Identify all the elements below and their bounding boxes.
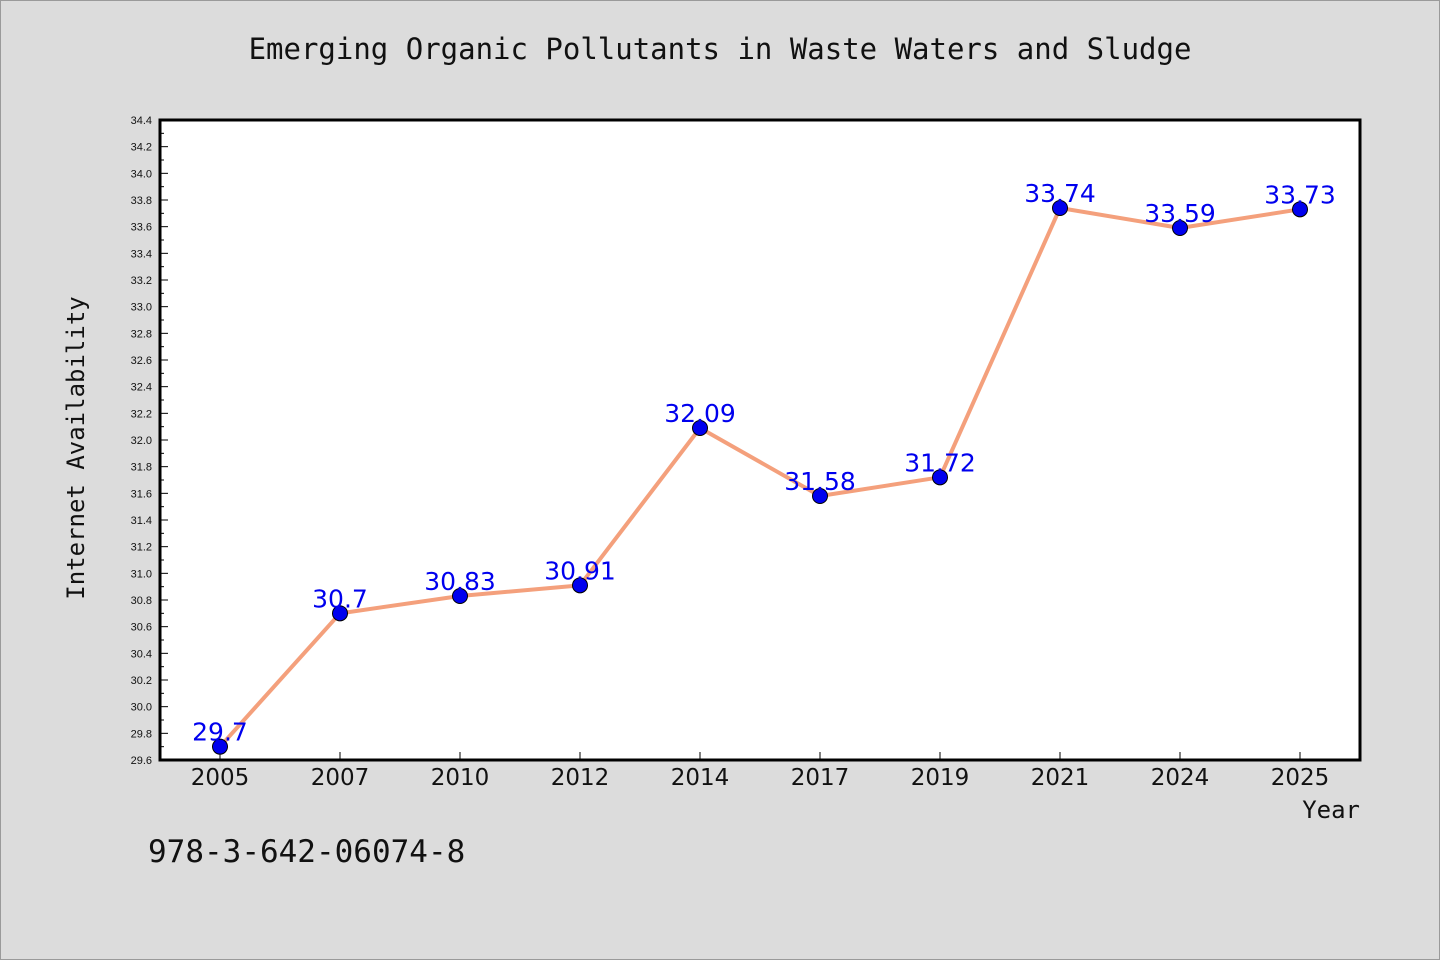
y-tick-label: 29.8: [131, 728, 152, 740]
data-label: 31.72: [904, 448, 976, 477]
y-tick-label: 30.4: [131, 648, 152, 660]
x-tick-label: 2012: [551, 765, 610, 791]
y-tick-label: 31.2: [131, 542, 152, 554]
data-labels: 29.7 30.7 30.83 30.91 32.09 31.58 31.72 33.74 33…: [192, 179, 1336, 747]
data-label: 31.58: [784, 467, 856, 496]
x-tick-label: 2024: [1151, 765, 1210, 791]
y-tick-label: 33.6: [131, 222, 152, 234]
data-label: 32.09: [664, 399, 736, 428]
x-tick-label: 2005: [191, 765, 250, 791]
data-label: 30.7: [312, 584, 368, 613]
x-axis-ticks: 2005 2007 2010 2012 2014 2017 2019 2021 2024 2025: [191, 752, 1330, 791]
data-label: 33.59: [1144, 199, 1216, 228]
y-tick-label: 32.0: [131, 435, 152, 447]
y-axis-ticks: 29.6 29.8 30.0 30.2 30.4 30.6 30.8 31.0 31.2 31.4…: [131, 115, 168, 767]
x-tick-label: 2010: [431, 765, 490, 791]
x-tick-label: 2019: [911, 765, 970, 791]
y-tick-label: 31.4: [131, 515, 152, 527]
data-point: [932, 469, 948, 486]
y-tick-label: 32.2: [131, 408, 152, 420]
y-tick-label: 34.2: [131, 142, 152, 154]
data-label: 29.7: [192, 718, 248, 747]
x-tick-label: 2007: [311, 765, 370, 791]
data-label: 30.91: [544, 556, 616, 585]
isbn-footnote: 978-3-642-06074-8: [148, 834, 466, 870]
y-tick-label: 33.0: [131, 302, 152, 314]
y-tick-label: 33.4: [131, 248, 152, 260]
data-label: 33.74: [1024, 179, 1096, 208]
y-tick-label: 29.6: [131, 755, 152, 767]
x-tick-label: 2025: [1271, 765, 1330, 791]
x-tick-label: 2014: [671, 765, 730, 791]
y-tick-label: 32.6: [131, 355, 152, 367]
y-tick-label: 30.8: [131, 595, 152, 607]
y-tick-label: 34.4: [131, 115, 152, 127]
y-tick-label: 31.8: [131, 462, 152, 474]
x-tick-label: 2021: [1031, 765, 1090, 791]
data-point: [1052, 200, 1068, 216]
data-point: [1172, 220, 1188, 236]
y-tick-label: 30.2: [131, 675, 152, 687]
data-label: 30.83: [424, 567, 496, 596]
y-tick-label: 34.0: [131, 168, 152, 180]
data-point: [1292, 201, 1308, 218]
y-tick-label: 32.4: [131, 382, 152, 394]
y-tick-label: 33.2: [131, 275, 152, 287]
plot-frame: [158, 118, 1362, 762]
y-tick-label: 31.6: [131, 488, 152, 500]
data-point: [332, 605, 348, 622]
x-axis-label: Year: [1302, 796, 1360, 824]
y-tick-label: 33.8: [131, 195, 152, 207]
data-label: 33.73: [1264, 180, 1336, 209]
data-point: [812, 488, 828, 504]
data-markers: [212, 200, 1308, 755]
y-tick-label: 32.8: [131, 328, 152, 340]
data-point: [452, 588, 468, 604]
y-tick-label: 30.6: [131, 622, 152, 634]
data-point: [692, 420, 708, 436]
y-tick-label: 31.0: [131, 568, 152, 580]
y-tick-label: 30.0: [131, 702, 152, 714]
chart-title: Emerging Organic Pollutants in Waste Wat…: [248, 32, 1192, 66]
x-tick-label: 2017: [791, 765, 850, 791]
series-line: [218, 206, 1301, 749]
data-point: [212, 738, 228, 755]
data-point: [572, 577, 588, 594]
